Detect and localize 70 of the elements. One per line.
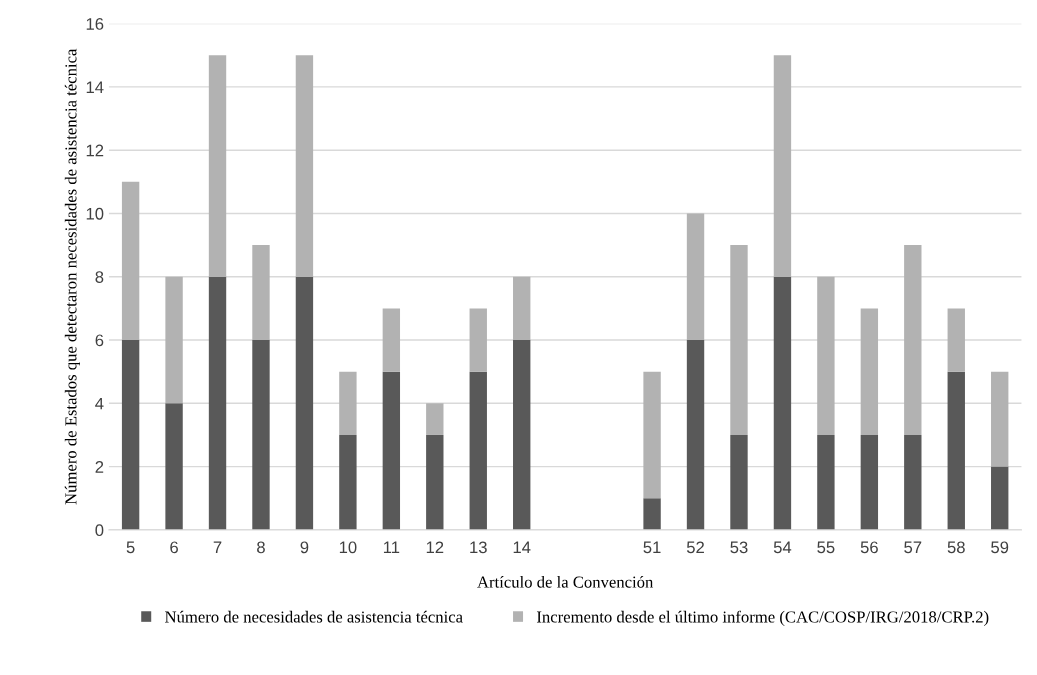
bar: [426, 403, 444, 435]
bar: [469, 308, 487, 372]
y-tick-label: 0: [95, 524, 104, 537]
bar: [817, 434, 835, 530]
bar: [469, 371, 487, 530]
legend-label: Número de necesidades de asistencia técnica: [165, 610, 463, 623]
y-tick-label: 6: [95, 334, 104, 347]
y-tick-label: 16: [86, 18, 104, 30]
bar: [295, 276, 314, 530]
x-tick-label: 56: [860, 541, 878, 554]
legend-label: Incremento desde el último informe (CAC/COSP/IRG/2018/CRP.2): [536, 610, 989, 626]
bar: [426, 434, 444, 530]
bar: [773, 55, 792, 277]
bar: [730, 245, 748, 435]
y-tick-label: 8: [95, 271, 104, 283]
x-tick-label: 52: [686, 541, 704, 554]
y-tick-label: 4: [95, 397, 104, 410]
x-tick-label: 14: [513, 541, 531, 554]
bar: [165, 403, 183, 530]
bar: [991, 466, 1009, 530]
bar: [860, 434, 879, 530]
bar: [513, 276, 531, 341]
bar: [643, 498, 661, 530]
bar: [817, 276, 835, 435]
bar: [339, 434, 357, 530]
bar: [860, 308, 879, 435]
bar: [165, 276, 183, 404]
bar: [947, 371, 965, 530]
x-tick-label: 10: [339, 541, 357, 554]
bar: [121, 181, 140, 341]
bar: [991, 371, 1009, 467]
y-tick-label: 14: [86, 81, 104, 93]
x-tick-label: 59: [991, 541, 1009, 554]
y-tick-label: 12: [86, 144, 104, 157]
x-tick-label: 5: [126, 541, 135, 554]
y-tick-label: 10: [86, 207, 104, 220]
bar: [295, 55, 314, 277]
x-tick-label: 8: [257, 541, 265, 554]
y-tick-label: 2: [95, 460, 104, 473]
bar: [252, 340, 270, 530]
bar: [773, 276, 792, 530]
bar: [904, 245, 922, 435]
x-tick-label: 9: [300, 541, 309, 554]
bar: [339, 371, 357, 435]
bar: [121, 340, 140, 530]
y-axis-title: Número de Estados que detectaron necesidades de asistencia técnica: [64, 48, 80, 505]
x-tick-label: 12: [426, 541, 444, 554]
x-tick-label: 57: [904, 541, 922, 554]
x-tick-label: 53: [730, 541, 748, 554]
x-tick-label: 11: [383, 541, 400, 554]
bar: [904, 434, 922, 530]
bar: [382, 371, 401, 530]
bar: [382, 308, 401, 372]
bar: [513, 340, 531, 530]
bar: [686, 340, 705, 530]
bar: [208, 55, 227, 277]
x-tick-label: 7: [213, 541, 222, 554]
x-axis-title: Artículo de la Convención: [477, 575, 654, 588]
bar: [730, 434, 748, 530]
bar: [686, 213, 705, 341]
bar: [208, 276, 227, 530]
x-tick-label: 51: [643, 541, 661, 554]
bar: [947, 308, 965, 372]
x-tick-label: 55: [817, 541, 835, 554]
bar: [643, 371, 661, 499]
x-tick-label: 54: [773, 541, 792, 554]
x-tick-label: 13: [470, 541, 487, 554]
x-tick-label: 58: [947, 541, 965, 554]
x-tick-label: 6: [170, 541, 178, 554]
bar: [252, 245, 270, 341]
